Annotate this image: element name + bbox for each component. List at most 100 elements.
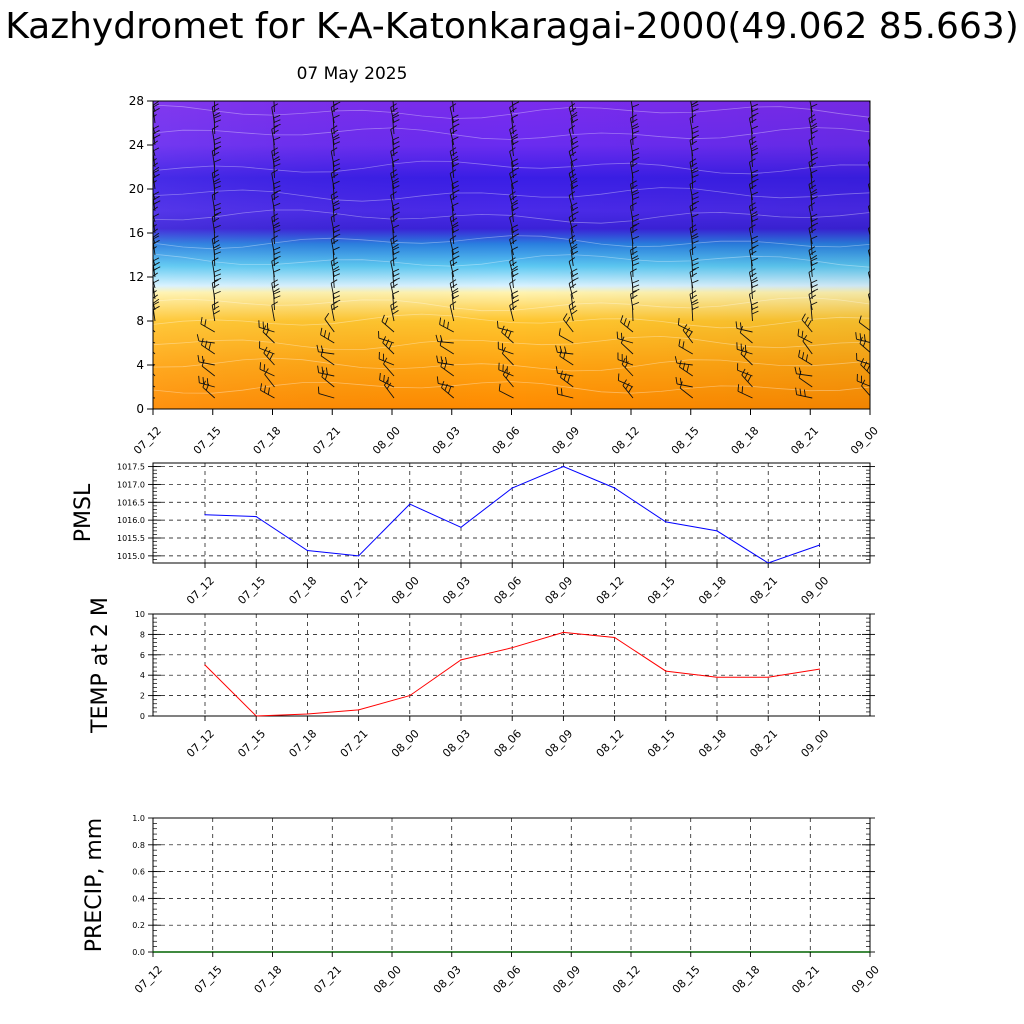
wind-barb-feather [689,290,697,295]
wind-barb-feather [272,151,279,157]
wind-barb-staff [332,206,335,223]
wind-barb-staff [571,101,574,113]
wind-barb-staff [630,118,634,135]
wind-barb-staff [739,332,753,344]
wind-barb-feather [751,103,758,108]
wind-barb-feather [750,206,757,212]
wind-barb-feather [507,331,512,339]
wind-barb-staff [869,217,870,219]
temp-2m-data-point [409,695,411,697]
wind-barb-feather [870,280,876,283]
wind-barb-feather [751,235,758,240]
wind-barb-feather [679,377,682,385]
wind-barb-feather [689,246,697,251]
wind-barb-feather [198,375,200,383]
wind-barb-staff [271,151,275,168]
wind-barb-feather [273,290,281,295]
x-tick-label: 08_12 [594,727,627,760]
wind-barb-staff [390,195,395,212]
x-tick-label: 07_15 [235,574,268,607]
wind-barb-feather [512,93,518,96]
wind-barb-feather [212,125,219,130]
x-tick-label: 08_03 [430,424,463,457]
wind-barb-feather [870,148,876,151]
wind-barb-feather [871,130,877,133]
wind-barb-feather [271,147,279,152]
wind-barb-feather [871,240,877,243]
wind-barb-feather [496,320,499,328]
plot-area [153,614,870,716]
x-tick-label: 07_21 [310,424,343,457]
wind-barb-staff [810,283,813,300]
wind-barb-feather [273,251,281,255]
wind-barb-feather [632,169,640,174]
wind-barb-staff [153,190,156,201]
y-tick-label: 0 [140,712,145,721]
wind-barb-feather [213,178,220,183]
pmsl-data-point [614,487,616,489]
contour-line [153,381,870,394]
temp-2m-data-point [818,668,821,670]
wind-barb-feather [868,292,870,295]
wind-barb-feather [273,229,281,233]
wind-barb-feather [272,129,279,135]
wind-barb-feather [870,167,876,171]
wind-barb-staff [869,129,870,131]
wind-barb-staff [869,261,870,263]
wind-barb-feather [272,217,279,223]
x-tick-label: 08_00 [389,574,422,607]
x-tick-label: 08_12 [609,424,642,457]
wind-barb-feather [392,246,400,251]
wind-barb-staff [211,305,216,322]
wind-barb-feather [622,379,627,386]
wind-barb-feather [811,222,819,227]
wind-barb-feather [868,116,870,119]
wind-barb-staff [321,376,335,388]
wind-barb-staff [273,101,275,113]
wind-barb-staff [808,118,813,135]
plot-frame [152,462,871,564]
wind-barb-staff [570,118,574,135]
wind-barb-feather [751,147,758,152]
wind-barb-staff [332,272,335,289]
wind-barb-feather [751,125,758,130]
wind-barb-feather [797,328,800,336]
wind-barb-feather [316,344,319,352]
temp-2m-data-point [511,647,513,649]
wind-barb-feather [810,279,818,284]
wind-barb-feather [803,389,806,397]
y-tick-label: 1015.5 [117,534,145,543]
wind-barb-feather [810,125,818,130]
wind-barb-staff [211,195,216,212]
wind-barb-staff [750,305,753,322]
wind-barb-feather [451,202,459,207]
wind-barb-feather [273,255,281,260]
x-tick-label: 08_09 [550,963,583,996]
wind-barb-staff [559,334,574,344]
wind-barb-feather [751,257,758,262]
x-tick-label: 07_15 [191,424,224,457]
wind-barb-staff [440,366,455,377]
wind-barb-staff [568,129,574,146]
wind-barb-staff [810,195,813,212]
wind-barb-feather [447,386,452,394]
wind-barb-staff [749,206,753,223]
wind-barb-feather [691,233,698,238]
wind-barb-staff [570,140,574,157]
wind-barb-feather [332,200,340,205]
wind-barb-staff [802,340,813,355]
wind-barb-staff [808,228,813,245]
wind-barb-feather [212,173,220,179]
wind-barb-feather [632,156,640,161]
wind-barb-staff [749,228,753,245]
wind-barb-feather [452,93,458,96]
wind-barb-feather [692,134,700,139]
pmsl-data-point [818,544,821,546]
wind-barb-staff [439,324,454,333]
wind-barb-feather [735,321,738,329]
wind-barb-feather [691,103,699,108]
y-tick-label: 16 [129,226,144,240]
wind-barb-feather [691,130,699,134]
wind-barb-feather [332,114,340,119]
wind-barb-staff [330,173,335,190]
